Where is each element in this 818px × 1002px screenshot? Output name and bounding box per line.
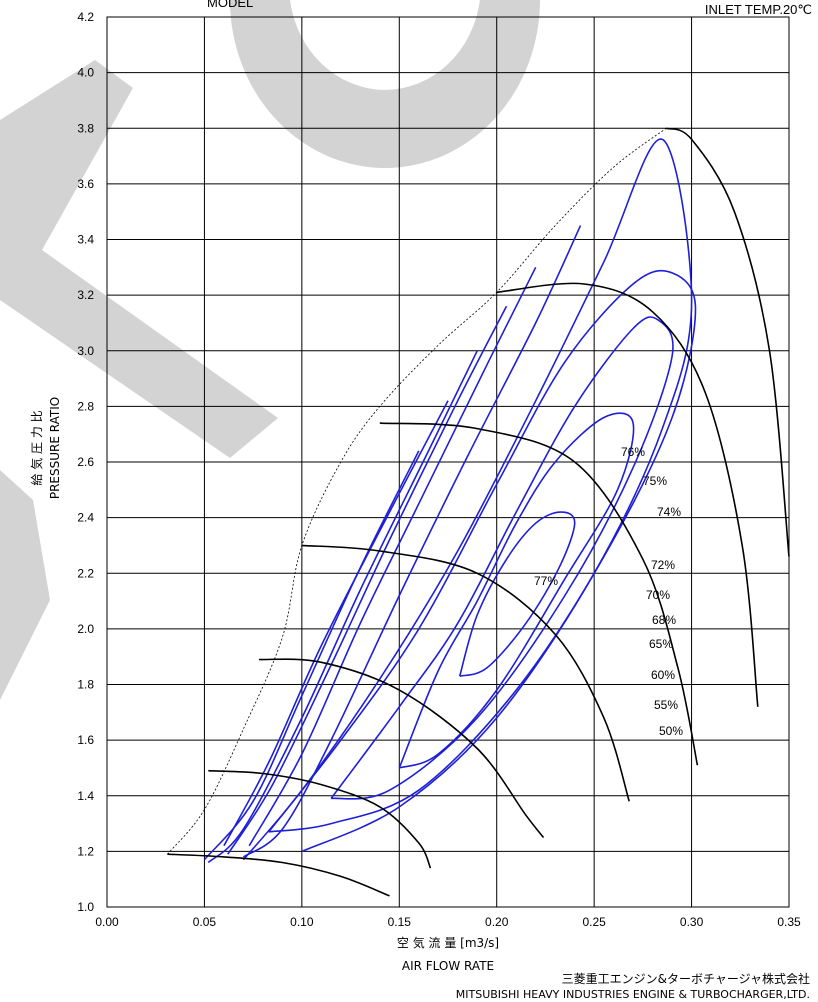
x-tick-label-3: 0.15 xyxy=(388,915,412,929)
y-axis-title-en: PRESSURE RATIO xyxy=(48,397,62,499)
x-axis-title-jp: 空 気 流 量 [m3/s] xyxy=(397,935,499,950)
efficiency-label-0: 77% xyxy=(534,574,558,588)
maker-name-en: MITSUBISHI HEAVY INDUSTRIES ENGINE & TUR… xyxy=(456,988,810,1001)
y-tick-label-5: 2.0 xyxy=(77,622,94,636)
watermark xyxy=(0,0,540,700)
y-tick-label-8: 2.6 xyxy=(77,455,94,469)
inlet-temp-label: INLET TEMP.20℃ xyxy=(705,2,812,17)
y-tick-label-6: 2.2 xyxy=(77,566,94,580)
efficiency-label-8: 60% xyxy=(651,668,675,682)
surge-line-path xyxy=(167,127,667,855)
efficiency-label-6: 68% xyxy=(652,613,676,627)
efficiency-label-4: 72% xyxy=(651,558,675,572)
efficiency-island-2 xyxy=(330,316,674,800)
y-tick-label-3: 1.6 xyxy=(77,733,94,747)
y-tick-label-9: 2.8 xyxy=(77,399,94,413)
efficiency-island-8 xyxy=(207,350,478,864)
watermark-ring xyxy=(230,0,540,168)
efficiency-label-9: 55% xyxy=(654,698,678,712)
y-axis-title-jp: 給 気 圧 力 比 xyxy=(29,410,44,485)
y-tick-label-4: 1.8 xyxy=(77,678,94,692)
efficiency-island-9 xyxy=(223,400,449,847)
efficiency-islands xyxy=(203,138,697,864)
efficiency-label-10: 50% xyxy=(659,724,683,738)
model-label: MODEL xyxy=(207,0,253,10)
watermark-wedge xyxy=(0,470,50,700)
y-tick-label-11: 3.2 xyxy=(77,288,94,302)
efficiency-label-2: 75% xyxy=(643,474,667,488)
y-tick-label-7: 2.4 xyxy=(77,511,94,525)
efficiency-island-0 xyxy=(458,511,576,677)
y-tick-label-10: 3.0 xyxy=(77,344,94,358)
speed-line-4 xyxy=(379,422,699,766)
efficiency-island-3 xyxy=(268,269,697,833)
x-tick-label-4: 0.20 xyxy=(485,915,509,929)
efficiency-island-7 xyxy=(227,305,508,855)
x-axis-title-en: AIR FLOW RATE xyxy=(402,959,494,973)
efficiency-label-3: 74% xyxy=(657,505,681,519)
y-tick-label-14: 3.8 xyxy=(77,121,94,135)
y-tick-label-12: 3.4 xyxy=(77,233,94,247)
speed-line-2 xyxy=(258,658,545,838)
tick-labels: 0.00 0.05 0.10 0.15 0.20 0.25 0.30 0.35 1.0 1.2 1.… xyxy=(77,10,801,929)
efficiency-label-7: 65% xyxy=(649,637,673,651)
speed-line-5 xyxy=(496,282,759,707)
efficiency-island-6 xyxy=(248,266,537,847)
x-tick-label-7: 0.35 xyxy=(777,915,801,929)
x-tick-label-5: 0.25 xyxy=(582,915,606,929)
y-tick-label-13: 3.6 xyxy=(77,177,94,191)
x-tick-label-1: 0.05 xyxy=(193,915,217,929)
efficiency-island-10 xyxy=(203,450,420,861)
efficiency-label-1: 76% xyxy=(621,445,645,459)
efficiency-labels: 77% 76% 75% 74% 72% 70% 68% 65% 60% 55% 50% xyxy=(534,445,683,738)
x-tick-label-0: 0.00 xyxy=(95,915,119,929)
y-tick-label-1: 1.2 xyxy=(77,844,94,858)
x-tick-label-2: 0.10 xyxy=(290,915,314,929)
speed-line-3 xyxy=(301,544,630,802)
speed-line-1 xyxy=(208,769,432,869)
watermark-chevron xyxy=(0,60,278,458)
surge-line xyxy=(167,127,667,855)
efficiency-island-4 xyxy=(242,138,693,861)
y-tick-label-0: 1.0 xyxy=(77,900,94,914)
y-tick-label-16: 4.2 xyxy=(77,10,94,24)
maker-name-jp: 三菱重工エンジン&ターボチャージャ株式会社 xyxy=(562,971,810,986)
speed-line-6 xyxy=(665,127,790,557)
plot-frame xyxy=(106,16,790,908)
efficiency-island-1 xyxy=(398,412,635,769)
y-tick-label-15: 4.0 xyxy=(77,66,94,80)
x-tick-label-6: 0.30 xyxy=(680,915,704,929)
efficiency-label-5: 70% xyxy=(646,588,670,602)
efficiency-island-5 xyxy=(242,225,582,858)
y-tick-label-2: 1.4 xyxy=(77,789,94,803)
speed-lines xyxy=(167,127,790,897)
speed-line-0 xyxy=(167,853,390,897)
